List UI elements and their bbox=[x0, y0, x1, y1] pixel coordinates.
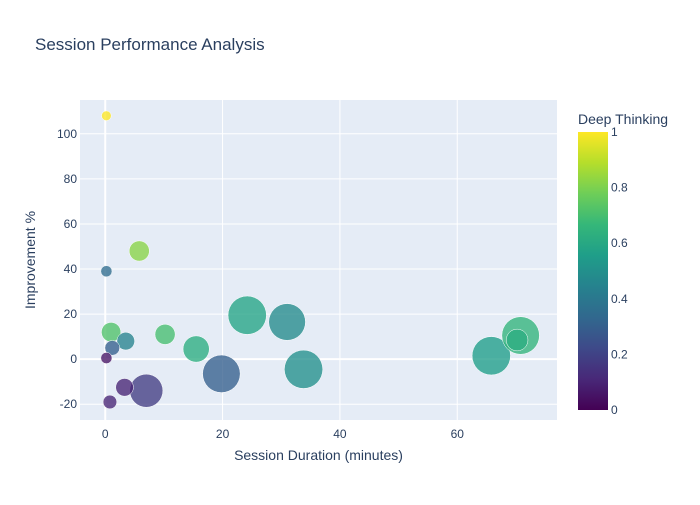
y-tick-label: 40 bbox=[64, 262, 78, 276]
y-tick-label: -20 bbox=[60, 397, 78, 411]
x-axis-title: Session Duration (minutes) bbox=[234, 447, 403, 463]
data-point bbox=[102, 394, 118, 410]
data-point bbox=[115, 378, 134, 397]
colorbar bbox=[578, 132, 608, 410]
chart-title: Session Performance Analysis bbox=[35, 35, 265, 54]
data-point bbox=[128, 240, 150, 262]
colorbar-tick-label: 1 bbox=[611, 125, 618, 139]
x-tick-label: 0 bbox=[102, 427, 109, 441]
x-axis-ticks: 0 20 40 60 bbox=[102, 427, 464, 441]
x-tick-label: 40 bbox=[333, 427, 347, 441]
colorbar-tick-label: 0.2 bbox=[611, 347, 628, 361]
data-point bbox=[268, 303, 306, 341]
x-tick-label: 20 bbox=[216, 427, 230, 441]
colorbar-tick-label: 0 bbox=[611, 403, 618, 417]
data-point bbox=[129, 373, 164, 408]
x-tick-label: 60 bbox=[451, 427, 465, 441]
y-tick-label: 20 bbox=[64, 307, 78, 321]
data-point bbox=[202, 354, 241, 393]
data-point bbox=[116, 332, 135, 351]
data-point bbox=[284, 349, 323, 389]
colorbar-tick-label: 0.6 bbox=[611, 236, 628, 250]
data-point bbox=[182, 335, 210, 363]
data-point bbox=[471, 336, 511, 376]
y-tick-label: 60 bbox=[64, 217, 78, 231]
data-point bbox=[100, 265, 113, 278]
data-point bbox=[100, 352, 113, 364]
data-point bbox=[227, 295, 267, 335]
data-points bbox=[100, 110, 540, 410]
colorbar-tick-label: 0.8 bbox=[611, 181, 628, 195]
data-point bbox=[506, 328, 529, 352]
colorbar-title: Deep Thinking bbox=[578, 111, 668, 127]
y-tick-label: 80 bbox=[64, 172, 78, 186]
y-tick-label: 100 bbox=[57, 127, 77, 141]
data-point bbox=[101, 110, 112, 121]
colorbar-tick-label: 0.4 bbox=[611, 292, 628, 306]
colorbar-ticks: 0 0.2 0.4 0.6 0.8 1 bbox=[611, 125, 628, 417]
data-point bbox=[154, 324, 176, 345]
y-axis-ticks: -20 0 20 40 60 80 100 bbox=[57, 127, 77, 411]
y-axis-title: Improvement % bbox=[22, 211, 38, 309]
y-tick-label: 0 bbox=[70, 352, 77, 366]
data-point bbox=[104, 340, 120, 356]
